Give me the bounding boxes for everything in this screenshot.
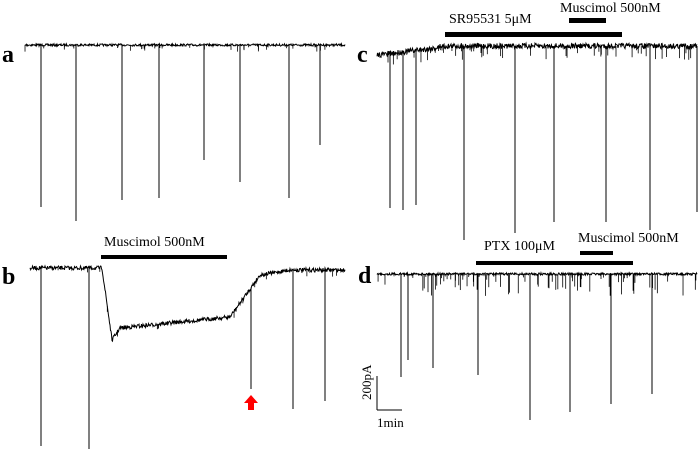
trace-line bbox=[24, 41, 346, 49]
panel-c-drug2-label: Muscimol 500nM bbox=[560, 1, 661, 16]
panel-c-drug2-bar bbox=[569, 18, 606, 23]
panel-c-drug1-bar bbox=[445, 32, 622, 37]
panel-d-drug2-bar bbox=[580, 251, 613, 255]
trace-a bbox=[24, 41, 346, 221]
panel-label-c: c bbox=[357, 42, 368, 68]
panel-d-drug1-bar bbox=[476, 261, 633, 265]
panel-label-d: d bbox=[358, 263, 372, 289]
red-up-arrow-icon bbox=[244, 395, 258, 410]
panel-label-b: b bbox=[2, 264, 16, 290]
scale-bar-lines bbox=[376, 376, 402, 411]
scale-bar-current-label: 200pA bbox=[359, 364, 374, 400]
panel-b-drug-label: Muscimol 500nM bbox=[104, 235, 205, 250]
panel-b-drug-bar bbox=[101, 255, 227, 259]
trace-line bbox=[29, 264, 346, 343]
trace-d bbox=[376, 271, 698, 420]
scale-bar-time-label: 1min bbox=[377, 415, 404, 430]
panel-label-a: a bbox=[2, 42, 14, 68]
trace-line bbox=[376, 271, 698, 278]
panel-c-drug1-label: SR95531 5μM bbox=[449, 12, 532, 27]
trace-line bbox=[376, 41, 698, 59]
panel-d-drug2-label: Muscimol 500nM bbox=[578, 231, 679, 246]
trace-b bbox=[29, 264, 346, 449]
trace-c bbox=[376, 41, 698, 240]
panel-d-drug1-label: PTX 100μM bbox=[484, 239, 555, 254]
